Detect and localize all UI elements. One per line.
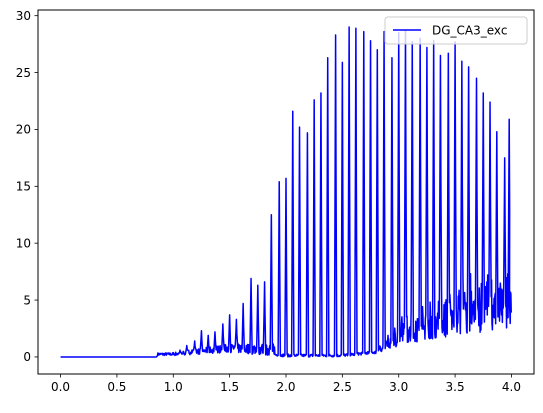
x-axis: 0.0 0.5 1.0 1.5 2.0 2.5 3.0 3.5 4.0 [51,374,521,394]
y-tick-label: 30 [16,9,31,23]
x-tick-label: 3.5 [446,380,465,394]
y-tick-label: 15 [16,180,31,194]
x-tick-label: 3.0 [389,380,408,394]
x-tick-label: 1.5 [220,380,239,394]
x-tick-label: 0.5 [107,380,126,394]
legend-label: DG_CA3_exc [432,24,507,38]
y-tick-label: 10 [16,236,31,250]
y-tick-label: 0 [23,350,31,364]
x-tick-label: 1.0 [164,380,183,394]
legend: DG_CA3_exc [384,16,528,45]
x-tick-label: 2.0 [276,380,295,394]
x-tick-label: 4.0 [502,380,521,394]
series-line-dg-ca3-exc [60,26,512,358]
y-tick-label: 25 [16,66,31,80]
y-axis: 0 5 10 15 20 25 30 [16,9,38,364]
legend-box [384,16,528,45]
plot-area [60,26,512,358]
x-tick-label: 2.5 [333,380,352,394]
series-layer [60,26,512,358]
x-tick-label: 0.0 [51,380,70,394]
y-tick-label: 20 [16,123,31,137]
y-tick-label: 5 [23,293,31,307]
